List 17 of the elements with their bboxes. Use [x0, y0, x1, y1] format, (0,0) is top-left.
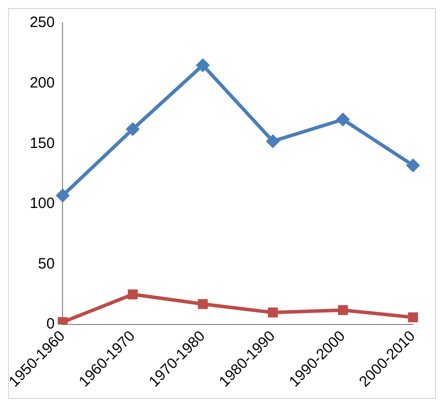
- point: [196, 58, 210, 72]
- point: [198, 299, 208, 309]
- point: [408, 312, 418, 322]
- point: [268, 308, 278, 318]
- point: [338, 305, 348, 316]
- point: [126, 122, 140, 136]
- y-tick-label: 150: [30, 134, 55, 152]
- point: [56, 188, 70, 202]
- y-tick-label: 200: [30, 74, 55, 92]
- point: [406, 158, 420, 172]
- point: [336, 112, 350, 126]
- point: [128, 289, 138, 300]
- y-tick-label: 0: [46, 316, 55, 333]
- y-tick-label: 100: [30, 195, 55, 212]
- y-tick-label: 50: [38, 255, 55, 272]
- point: [266, 134, 280, 148]
- y-tick-label: 250: [30, 14, 55, 32]
